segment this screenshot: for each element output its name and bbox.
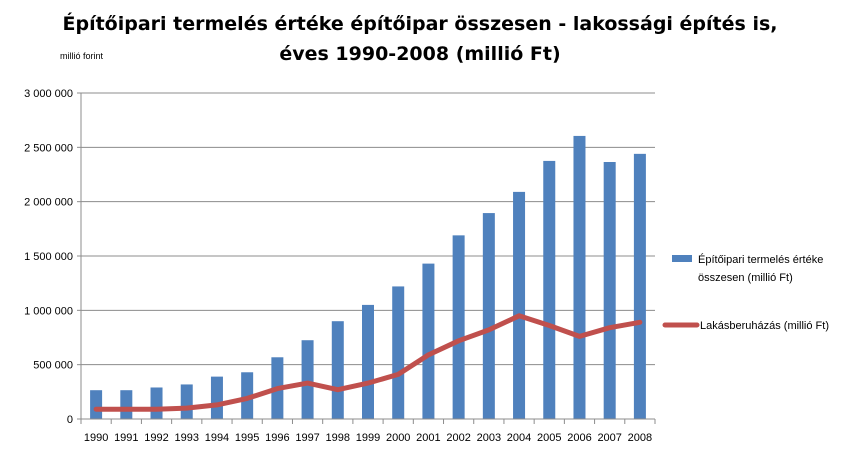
x-tick-label: 1991 <box>114 432 138 444</box>
bar <box>422 263 435 419</box>
bar <box>90 390 103 419</box>
bar-series <box>90 135 646 419</box>
bar <box>210 376 223 419</box>
bar <box>482 213 495 419</box>
y-tick-label: 500 000 <box>33 360 73 372</box>
x-tick-label: 2003 <box>477 432 501 444</box>
x-tick-label: 2005 <box>537 432 561 444</box>
y-tick-label: 1 000 000 <box>24 305 73 317</box>
x-tick-label: 1990 <box>84 432 108 444</box>
x-tick-label: 1993 <box>174 432 198 444</box>
x-tick-label: 2001 <box>416 432 440 444</box>
x-tick-label: 2002 <box>446 432 470 444</box>
y-tick-label: 2 500 000 <box>24 142 73 154</box>
bar <box>120 390 133 419</box>
x-tick-label: 2007 <box>597 432 621 444</box>
bar <box>150 387 163 419</box>
bar <box>241 372 254 419</box>
chart-title-line-2: éves 1990-2008 (millió Ft) <box>279 43 560 65</box>
chart-title-line-1: Építőipari termelés értéke építőipar öss… <box>63 12 778 35</box>
legend-swatch-bar <box>672 255 692 262</box>
gridlines <box>81 92 655 366</box>
x-tick-label: 2008 <box>628 432 652 444</box>
bar <box>452 235 465 419</box>
x-tick-label: 1995 <box>235 432 259 444</box>
x-tick-label: 1996 <box>265 432 289 444</box>
x-tick-label: 1998 <box>326 432 350 444</box>
y-tick-label: 2 000 000 <box>24 197 73 209</box>
y-axis-ticks: 0 500 000 1 000 000 1 500 000 2 000 000 2 500… <box>24 88 81 426</box>
bar <box>301 340 314 419</box>
series-line <box>93 313 643 412</box>
line-series <box>93 313 643 412</box>
y-tick-label: 0 <box>67 414 73 426</box>
x-tick-label: 2000 <box>386 432 410 444</box>
x-tick-label: 1992 <box>144 432 168 444</box>
x-axis-ticks: 1990 1991 1992 1993 1994 1995 1996 1997 1998 1999… <box>80 419 656 444</box>
y-tick-label: 1 500 000 <box>24 251 73 263</box>
bar <box>573 135 586 419</box>
bar <box>362 304 374 419</box>
x-tick-label: 2004 <box>507 432 531 444</box>
bar <box>180 384 193 419</box>
legend-label-line: Lakásberuházás (millió Ft) <box>700 320 829 332</box>
bar <box>513 191 526 419</box>
x-tick-label: 1999 <box>356 432 380 444</box>
bar <box>603 162 616 419</box>
y-axis-unit-label: millió forint <box>60 51 104 61</box>
legend-label-bar-line-2: összesen (millió Ft) <box>698 272 793 284</box>
legend: Építőipari termelés értéke összesen (mil… <box>662 253 829 332</box>
legend-label-bar-line-1: Építőipari termelés értéke <box>698 253 823 266</box>
x-tick-label: 1997 <box>295 432 319 444</box>
bar <box>331 321 344 419</box>
bar <box>633 153 646 419</box>
y-tick-label: 3 000 000 <box>24 88 73 100</box>
x-tick-label: 2006 <box>567 432 591 444</box>
x-tick-label: 1994 <box>205 432 229 444</box>
axes <box>80 93 655 420</box>
bar <box>392 286 405 419</box>
bar <box>543 160 556 419</box>
